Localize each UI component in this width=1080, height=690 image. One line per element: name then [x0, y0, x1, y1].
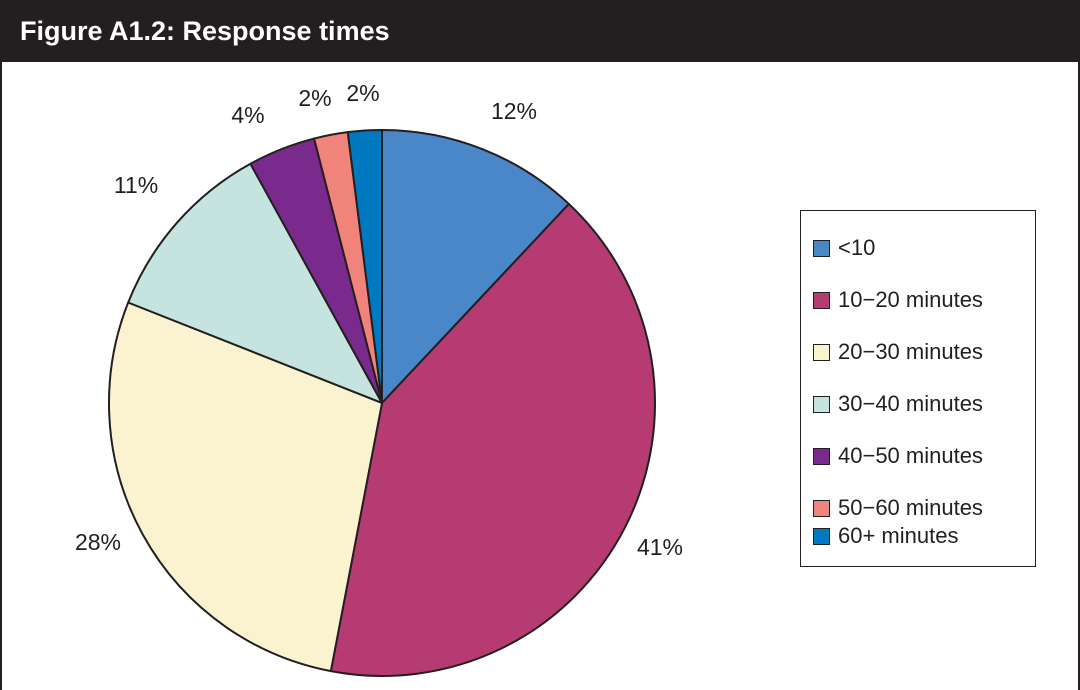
- figure-title-bar: Figure A1.2: Response times: [2, 0, 1080, 62]
- legend-item-lt10: <10: [813, 233, 875, 263]
- legend-swatch-40-50: [813, 447, 830, 465]
- legend-label-60-plus: 60+ minutes: [838, 523, 959, 548]
- pie-slice-lt10: [381, 129, 570, 404]
- legend-label-50-60: 50−60 minutes: [838, 495, 983, 520]
- legend-item-20-30: 20−30 minutes: [813, 337, 983, 367]
- legend-swatch-60-plus: [813, 527, 830, 545]
- legend: <10 10−20 minutes 20−30 minutes 30−40 mi…: [800, 210, 1036, 567]
- pie-slice-10-20: [329, 202, 656, 677]
- figure-title: Figure A1.2: Response times: [20, 16, 390, 46]
- legend-swatch-10-20: [813, 291, 830, 309]
- data-label-50-60: 2%: [298, 85, 331, 111]
- pie-slice-30-40: [127, 162, 383, 404]
- legend-label-20-30: 20−30 minutes: [838, 339, 983, 364]
- legend-swatch-lt10: [813, 239, 830, 257]
- data-label-20-30: 28%: [75, 529, 121, 555]
- legend-label-lt10: <10: [838, 235, 876, 260]
- data-label-10-20: 41%: [637, 534, 683, 560]
- pie-slice-60-plus: [346, 128, 383, 404]
- legend-swatch-30-40: [813, 395, 830, 413]
- legend-item-10-20: 10−20 minutes: [813, 285, 983, 315]
- legend-item-50-60: 50−60 minutes: [813, 493, 983, 523]
- legend-label-30-40: 30−40 minutes: [838, 391, 983, 416]
- data-label-30-40: 11%: [114, 172, 158, 198]
- legend-label-10-20: 10−20 minutes: [838, 287, 983, 312]
- legend-item-30-40: 30−40 minutes: [813, 389, 983, 419]
- data-label-lt10: 12%: [491, 98, 537, 124]
- legend-item-40-50: 40−50 minutes: [813, 441, 983, 471]
- legend-item-60-plus: 60+ minutes: [813, 521, 958, 551]
- legend-swatch-20-30: [813, 343, 830, 361]
- legend-label-40-50: 40−50 minutes: [838, 443, 983, 468]
- pie-slice-20-30: [108, 301, 383, 673]
- data-label-40-50: 4%: [231, 102, 264, 128]
- data-label-60-plus: 2%: [346, 80, 379, 106]
- legend-swatch-50-60: [813, 499, 830, 517]
